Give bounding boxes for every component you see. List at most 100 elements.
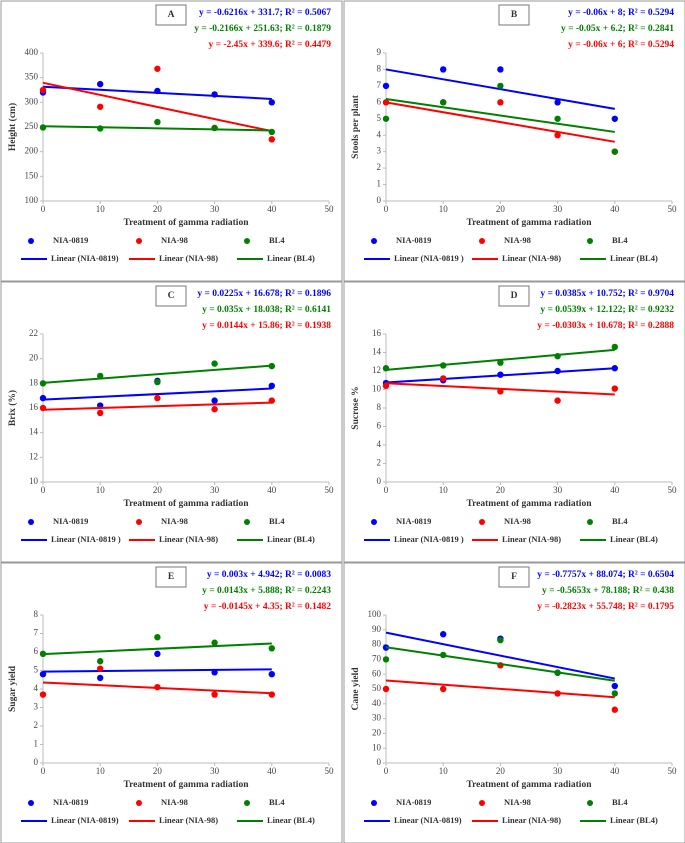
y-tick-label: 18 (29, 377, 39, 387)
trend-equation: y = 0.035x + 18.038; R² = 0.6141 (202, 305, 331, 315)
data-point (611, 682, 618, 690)
data-point (268, 136, 275, 143)
x-tick-label: 30 (553, 766, 563, 776)
y-tick-label: 4 (377, 129, 382, 139)
data-point (497, 82, 504, 90)
y-tick-label: 3 (377, 146, 382, 156)
y-tick-label: 7 (377, 80, 382, 90)
y-tick-label: 5 (377, 113, 382, 123)
y-axis-label: Stools per plant (351, 94, 361, 159)
data-point (382, 82, 390, 90)
data-point (554, 115, 561, 122)
y-tick-label: 4 (377, 439, 382, 449)
trend-line (385, 679, 615, 699)
x-tick-label: 40 (610, 485, 620, 495)
legend-marker (371, 800, 377, 806)
x-tick-label: 30 (210, 485, 220, 495)
data-point (97, 674, 104, 682)
y-tick-label: 0 (377, 757, 382, 767)
x-axis-label: Treatment of gamma radiation (467, 499, 593, 509)
x-tick-label: 40 (610, 204, 620, 214)
chart-panel: B 0 1 2 3 4 5 6 7 8 9 0 10 20 30 40 50 Treatment of gamma… (343, 0, 685, 282)
legend-label: Linear (NIA-0819) (394, 815, 462, 825)
panel-letter-box (155, 566, 187, 588)
data-point (97, 658, 104, 665)
trend-line (385, 68, 615, 110)
data-point (440, 631, 447, 638)
data-point (440, 685, 447, 693)
x-tick-label: 0 (384, 204, 389, 214)
x-tick-label: 50 (668, 766, 678, 776)
y-tick-label: 16 (372, 328, 382, 338)
data-point (211, 124, 218, 132)
data-point (497, 388, 504, 395)
x-tick-label: 50 (668, 204, 678, 214)
y-axis-label: Height (cm) (7, 103, 18, 151)
trend-equation: y = -0.5653x + 78.188; R² = 0.438 (542, 586, 674, 596)
trend-equation: y = 0.0385x + 10.752; R² = 0.9704 (540, 289, 674, 299)
data-point (39, 650, 47, 658)
y-tick-label: 2 (377, 162, 382, 172)
trend-equation: y = -0.6216x + 331.7; R² = 0.5067 (199, 8, 331, 18)
x-tick-label: 40 (267, 485, 277, 495)
legend-label: Linear (NIA-98) (502, 253, 561, 263)
legend-label: Linear (NIA-0819 ) (394, 534, 464, 544)
trend-equation: y = 0.0143x + 5.888; R² = 0.2243 (202, 586, 331, 596)
x-tick-label: 30 (210, 766, 220, 776)
y-tick-label: 0 (377, 195, 382, 205)
data-point (97, 409, 104, 417)
y-axis-label: Brix (%) (7, 390, 18, 426)
data-point (154, 118, 161, 126)
y-tick-label: 3 (34, 702, 39, 712)
legend-marker (244, 519, 250, 525)
data-point (268, 691, 275, 698)
trend-equation: y = -0.05x + 6.2; R² = 0.2841 (561, 24, 674, 34)
y-axis-label: Sugar yield (8, 665, 18, 712)
legend-label: Linear (BL4) (610, 815, 658, 825)
data-point (611, 365, 618, 372)
data-point (211, 691, 218, 698)
panel-letter: C (168, 291, 175, 301)
legend-label: BL4 (269, 797, 285, 807)
y-tick-label: 8 (377, 402, 382, 412)
trend-equation: y = -2.45x + 339.6; R² = 0.4479 (208, 40, 331, 50)
y-tick-label: 1 (377, 179, 382, 189)
legend-label: NIA-0819 (53, 797, 88, 807)
panel-letter-box (155, 4, 187, 26)
data-point (497, 66, 504, 73)
trend-line (385, 646, 615, 682)
legend-marker (371, 519, 377, 525)
y-tick-label: 1 (34, 739, 39, 749)
x-tick-label: 0 (384, 485, 389, 495)
panel-letter: A (168, 10, 175, 20)
legend-label: BL4 (612, 797, 628, 807)
panel-letter-box (498, 4, 530, 26)
trend-line (42, 81, 273, 133)
y-tick-label: 90 (372, 624, 382, 634)
data-point (554, 690, 561, 697)
y-tick-label: 80 (372, 639, 382, 649)
data-point (440, 99, 447, 106)
x-tick-label: 10 (439, 204, 449, 214)
data-point (554, 397, 561, 404)
y-tick-label: 10 (29, 476, 39, 486)
trend-line (385, 101, 615, 143)
x-tick-label: 20 (496, 485, 506, 495)
legend-label: BL4 (269, 235, 285, 245)
y-tick-label: 2 (377, 458, 382, 468)
legend-marker (244, 238, 250, 244)
legend-label: Linear (NIA-0819 ) (394, 253, 464, 263)
data-point (382, 115, 390, 122)
chart-panel: F 0 10 20 30 40 50 60 70 80 90 100 0 10 20 30 40 50 Treatm… (343, 562, 685, 843)
y-tick-label: 100 (368, 609, 382, 619)
y-tick-label: 9 (377, 47, 382, 57)
data-point (97, 125, 104, 132)
y-tick-label: 12 (372, 365, 381, 375)
trend-equation: y = -0.0303x + 10.678; R² = 0.2888 (537, 321, 674, 331)
trend-line (42, 668, 272, 673)
legend-label: NIA-98 (504, 797, 531, 807)
chart-panel: D 0 2 4 6 8 10 12 14 16 0 10 20 30 40 50 Treatment of ga… (343, 281, 685, 563)
data-point (382, 382, 390, 389)
data-point (97, 372, 104, 380)
